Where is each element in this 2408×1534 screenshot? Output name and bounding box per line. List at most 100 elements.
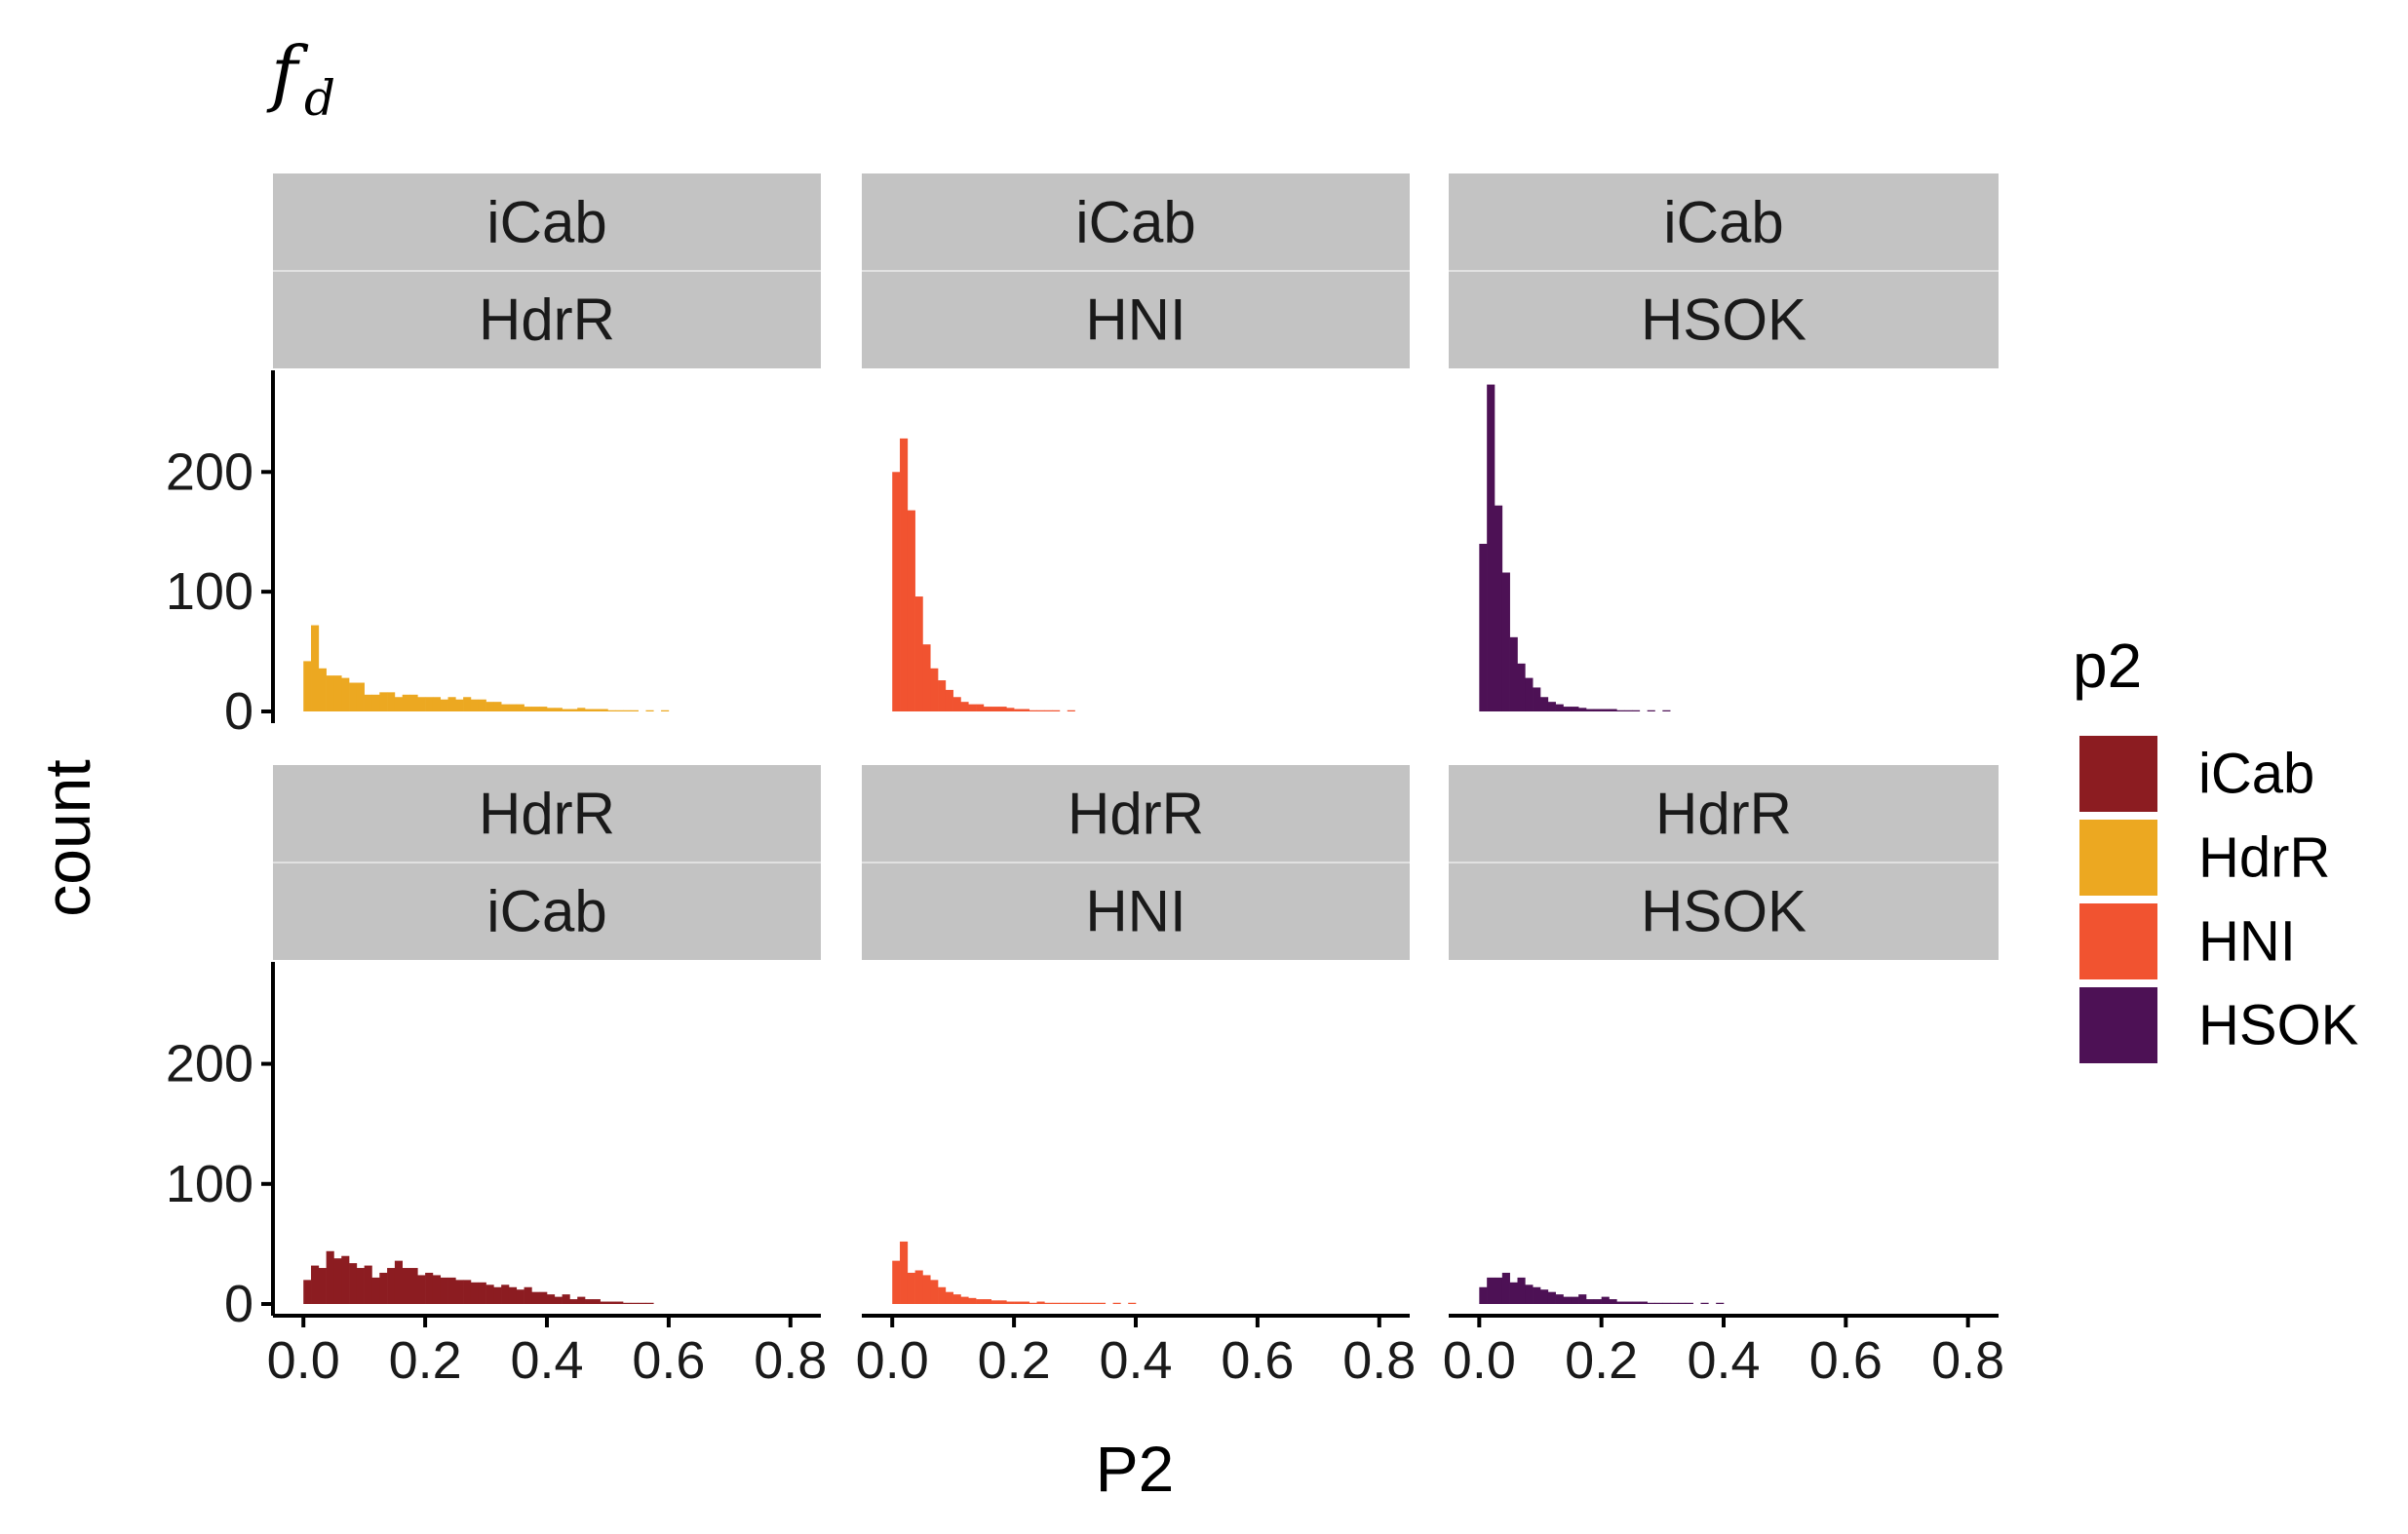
histogram-bar [1517,663,1526,711]
histogram-bar [585,709,594,711]
histogram-bar [960,702,969,711]
histogram-bar [478,1282,486,1304]
histogram-bar [1509,1282,1518,1304]
histogram-bar [1029,1302,1037,1304]
histogram-bar [1479,1286,1488,1304]
histogram-bar [1044,709,1053,711]
histogram-bar [1540,697,1549,711]
histogram-bar [1647,709,1655,711]
histogram-bar [1716,1302,1725,1304]
histogram-bar [562,709,570,711]
histogram-bar [577,1296,586,1304]
histogram-bar [425,1272,434,1304]
strip-bottom-background [862,863,1410,960]
y-tick-label: 0 [224,682,253,741]
strip-bottom-label: HNI [1085,879,1185,944]
strip-bottom-background [273,271,821,368]
histogram-bar [922,1275,931,1304]
strip-bottom-label: HSOK [1641,288,1806,353]
histogram-bar [914,596,923,711]
histogram-bar [1601,709,1610,711]
histogram-bar [1609,709,1617,711]
histogram-bar [1036,709,1045,711]
legend-label: HNI [2198,910,2296,974]
histogram-bar [615,1301,624,1304]
histogram-bar [900,438,909,711]
histogram-bar [1495,505,1503,711]
facet-panel: iCab HdrR 0 100 200 [166,173,821,741]
strip-top-label: HdrR [479,782,615,847]
histogram-bar [326,1250,334,1304]
histogram-bar [1128,1302,1137,1304]
strip-top-background [273,765,821,863]
facet-panel: iCab HNI [862,173,1410,711]
y-axis-title: count [31,759,103,916]
histogram-bar [562,1294,570,1304]
histogram-bar [447,697,456,711]
strip-top-background [1449,765,1999,863]
histogram-bar [1029,709,1037,711]
histogram-bar [531,1291,540,1304]
histogram-bar [1487,1277,1495,1304]
x-tick-label: 0.0 [1443,1331,1516,1390]
histogram-bar [1090,1302,1099,1304]
histogram-bar [960,1296,969,1304]
histogram-bar [1662,709,1671,711]
strip-bottom-background [1449,271,1999,368]
histogram-bars [1479,1272,1725,1304]
histogram-bar [1654,1302,1663,1304]
histogram-bar [968,704,977,711]
histogram-bar [485,702,494,711]
histogram-bar [630,1302,639,1304]
strip-top-background [1449,173,1999,271]
histogram-bar [440,1277,448,1304]
histogram-bar [1097,1302,1107,1304]
histogram-bar [470,699,480,711]
histogram-bars [892,1241,1137,1304]
histogram-bar [349,682,358,711]
legend-swatch [2079,820,2157,896]
strip-bottom-label: HSOK [1641,879,1806,944]
histogram-bar [356,1268,365,1304]
histogram-bar [371,694,380,711]
histogram-bar [1670,1302,1679,1304]
histogram-bar [303,661,312,711]
histogram-bar [907,1272,915,1304]
histogram-bar [1067,1302,1075,1304]
histogram-bar [1052,709,1061,711]
legend-swatch [2079,903,2157,979]
histogram-bar [387,1268,396,1304]
histogram-bar [463,1280,472,1304]
histogram-bar [516,1289,524,1304]
histogram-bar [349,1263,358,1304]
x-tick-label: 0.4 [1687,1331,1760,1390]
histogram-bar [547,1294,556,1304]
histogram-bar [394,1260,403,1304]
histogram-bar [922,644,931,711]
x-tick-label: 0.8 [1931,1331,2004,1390]
histogram-bar [508,704,518,711]
histogram-bar [425,697,434,711]
histogram-bar [1555,704,1564,711]
strip-top-label: HdrR [1655,782,1792,847]
histogram-bar [1533,687,1541,711]
title-main-text: f [266,31,309,115]
histogram-bar [394,697,403,711]
x-tick-label: 0.6 [1809,1331,1883,1390]
histogram-bar [1593,1299,1602,1304]
histogram-bar [945,1291,953,1304]
facet-panels: iCab HdrR 0 100 200 iCab HNI iCab HSOK HdrR iCab 0 1… [166,173,2004,1390]
histogram-bar [1067,709,1075,711]
histogram-bar [623,1302,632,1304]
histogram-bar [577,708,586,711]
histogram-bar [600,709,608,711]
histogram-bar [930,1280,939,1304]
histogram-bar [501,1285,510,1304]
histogram-bar [524,1286,532,1304]
histogram-bar [990,707,999,711]
histogram-bar [311,1265,320,1304]
histogram-bars [303,625,670,711]
histogram-bar [463,697,472,711]
histogram-bar [508,1286,518,1304]
histogram-bar [1533,1286,1541,1304]
